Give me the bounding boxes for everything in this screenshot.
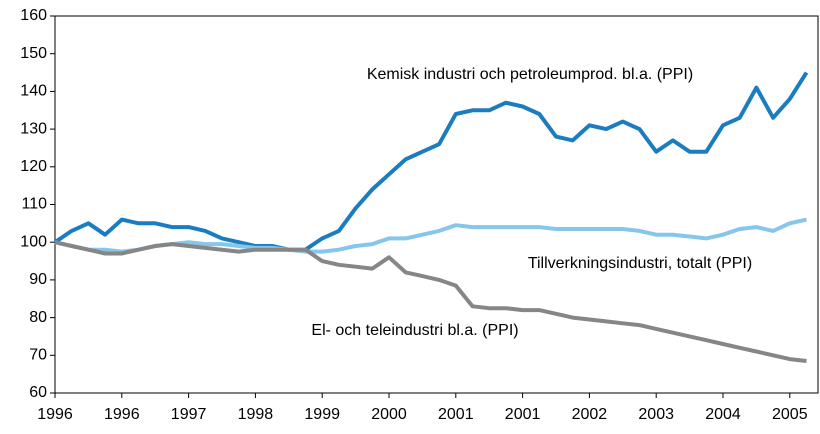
y-tick-label: 80 (29, 309, 47, 326)
y-tick-label: 60 (29, 384, 47, 401)
x-tick-label: 2002 (572, 406, 608, 423)
series-label: Tillverkningsindustri, totalt (PPI) (528, 255, 752, 272)
x-tick-label: 1998 (238, 406, 274, 423)
x-tick-label: 2000 (371, 406, 407, 423)
x-tick-label: 1997 (171, 406, 207, 423)
x-tick-label: 2001 (505, 406, 541, 423)
y-tick-label: 90 (29, 271, 47, 288)
series-line (53, 71, 809, 252)
y-tick-label: 160 (20, 7, 47, 24)
y-tick-label: 70 (29, 347, 47, 364)
y-tick-label: 110 (21, 196, 47, 213)
y-tick-label: 120 (20, 158, 47, 175)
x-tick-label: 2001 (438, 406, 474, 423)
series-line (54, 240, 807, 363)
x-tick-label: 1996 (37, 406, 73, 423)
x-tick-label: 1999 (304, 406, 340, 423)
series-label: El- och teleindustri bl.a. (PPI) (311, 322, 518, 339)
y-tick-label: 150 (20, 45, 47, 62)
y-tick-label: 140 (20, 83, 47, 100)
series-label: Kemisk industri och petroleumprod. bl.a.… (367, 66, 693, 83)
x-tick-label: 1996 (104, 406, 140, 423)
x-tick-label: 2004 (705, 406, 741, 423)
y-tick-label: 100 (20, 233, 47, 250)
x-tick-label: 2005 (772, 406, 808, 423)
x-tick-label: 2003 (638, 406, 674, 423)
y-tick-label: 130 (20, 120, 47, 137)
